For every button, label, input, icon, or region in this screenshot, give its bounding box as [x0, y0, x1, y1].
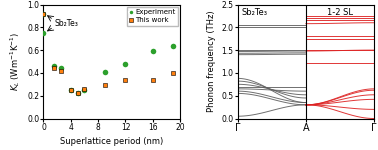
Point: [68, 89, 74, 91]
Point: [102, 70, 108, 73]
Point: [68, 89, 74, 91]
Point: [51, 65, 57, 67]
Point: [74, 92, 81, 95]
X-axis label: Superlattice period (nm): Superlattice period (nm): [60, 137, 163, 146]
Point: [57, 67, 64, 70]
Point: [74, 92, 81, 95]
Point: [102, 84, 108, 87]
Text: Sb₂Te₃: Sb₂Te₃: [54, 19, 78, 28]
Point: [40, 12, 46, 15]
Point: [81, 88, 87, 90]
Point: [51, 67, 57, 70]
Point: [150, 79, 156, 81]
Point: [150, 50, 156, 52]
Point: [81, 89, 87, 91]
Text: Sb₂Te₃: Sb₂Te₃: [242, 8, 268, 17]
Point: [122, 79, 129, 81]
Y-axis label: $K_L$ (Wm$^{-1}$K$^{-1}$): $K_L$ (Wm$^{-1}$K$^{-1}$): [8, 32, 22, 91]
Point: [57, 69, 64, 72]
Legend: Experiment, This work: Experiment, This work: [127, 7, 178, 26]
Point: [122, 63, 129, 65]
Text: 1-2 SL: 1-2 SL: [327, 8, 353, 17]
Point: [170, 72, 176, 74]
Y-axis label: Phonon frequency (THz): Phonon frequency (THz): [207, 11, 216, 112]
Point: [170, 44, 176, 47]
Point: [40, 12, 46, 15]
Point: [40, 32, 46, 34]
